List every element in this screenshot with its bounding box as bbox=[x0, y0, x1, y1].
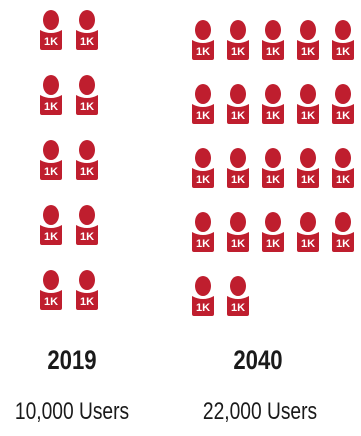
group-2040-users-label: 22,000 Users bbox=[202, 398, 318, 425]
person-icon: 1K bbox=[192, 148, 214, 188]
unit-label: 1K bbox=[336, 238, 350, 250]
person-icon: 1K bbox=[332, 148, 354, 188]
unit-label: 1K bbox=[266, 110, 280, 122]
person-icon: 1K bbox=[227, 212, 249, 252]
person-icon: 1K bbox=[40, 10, 62, 50]
person-icon: 1K bbox=[332, 20, 354, 60]
unit-label: 1K bbox=[196, 238, 210, 250]
person-icon: 1K bbox=[192, 20, 214, 60]
unit-label: 1K bbox=[336, 110, 350, 122]
unit-label: 1K bbox=[80, 296, 94, 308]
person-icon: 1K bbox=[76, 75, 98, 115]
unit-label: 1K bbox=[231, 110, 245, 122]
group-2019-users-label: 10,000 Users bbox=[14, 398, 130, 425]
unit-label: 1K bbox=[231, 174, 245, 186]
unit-label: 1K bbox=[301, 110, 315, 122]
unit-label: 1K bbox=[266, 46, 280, 58]
unit-label: 1K bbox=[196, 110, 210, 122]
group-2040-icons: 1K 1K 1K 1K 1K 1K 1K 1K 1K 1K 1K 1K 1K 1K 1K 1K 1K 1K 1K 1K… bbox=[192, 20, 354, 316]
person-icon: 1K bbox=[76, 270, 98, 310]
person-icon: 1K bbox=[297, 20, 319, 60]
unit-label: 1K bbox=[266, 238, 280, 250]
person-icon: 1K bbox=[192, 212, 214, 252]
person-icon: 1K bbox=[297, 212, 319, 252]
unit-label: 1K bbox=[44, 36, 58, 48]
person-icon: 1K bbox=[332, 84, 354, 124]
person-icon: 1K bbox=[262, 148, 284, 188]
unit-label: 1K bbox=[80, 166, 94, 178]
person-icon: 1K bbox=[227, 20, 249, 60]
unit-label: 1K bbox=[231, 46, 245, 58]
unit-label: 1K bbox=[196, 302, 210, 314]
unit-label: 1K bbox=[301, 174, 315, 186]
unit-label: 1K bbox=[301, 238, 315, 250]
unit-label: 1K bbox=[336, 174, 350, 186]
person-icon: 1K bbox=[40, 75, 62, 115]
unit-label: 1K bbox=[301, 46, 315, 58]
unit-label: 1K bbox=[80, 36, 94, 48]
person-icon: 1K bbox=[192, 276, 214, 316]
unit-label: 1K bbox=[44, 166, 58, 178]
person-icon: 1K bbox=[76, 140, 98, 180]
group-2019-icons: 1K 1K 1K 1K 1K 1K 1K 1K 1K 1K bbox=[40, 10, 98, 310]
unit-label: 1K bbox=[44, 296, 58, 308]
person-icon: 1K bbox=[76, 205, 98, 245]
person-icon: 1K bbox=[40, 205, 62, 245]
unit-label: 1K bbox=[196, 174, 210, 186]
group-2040-year-label: 2040 bbox=[233, 345, 283, 375]
person-icon: 1K bbox=[40, 140, 62, 180]
unit-label: 1K bbox=[336, 46, 350, 58]
group-2019-year-label: 2019 bbox=[47, 345, 97, 375]
unit-label: 1K bbox=[231, 238, 245, 250]
unit-label: 1K bbox=[44, 231, 58, 243]
unit-label: 1K bbox=[196, 46, 210, 58]
person-icon: 1K bbox=[76, 10, 98, 50]
person-icon: 1K bbox=[332, 212, 354, 252]
person-icon: 1K bbox=[297, 148, 319, 188]
unit-label: 1K bbox=[80, 101, 94, 113]
person-icon: 1K bbox=[227, 148, 249, 188]
unit-label: 1K bbox=[231, 302, 245, 314]
person-icon: 1K bbox=[192, 84, 214, 124]
person-icon: 1K bbox=[262, 212, 284, 252]
person-icon: 1K bbox=[262, 84, 284, 124]
unit-label: 1K bbox=[80, 231, 94, 243]
unit-label: 1K bbox=[266, 174, 280, 186]
person-icon: 1K bbox=[227, 276, 249, 316]
person-icon: 1K bbox=[40, 270, 62, 310]
person-icon: 1K bbox=[227, 84, 249, 124]
person-icon: 1K bbox=[262, 20, 284, 60]
person-icon: 1K bbox=[297, 84, 319, 124]
unit-label: 1K bbox=[44, 101, 58, 113]
